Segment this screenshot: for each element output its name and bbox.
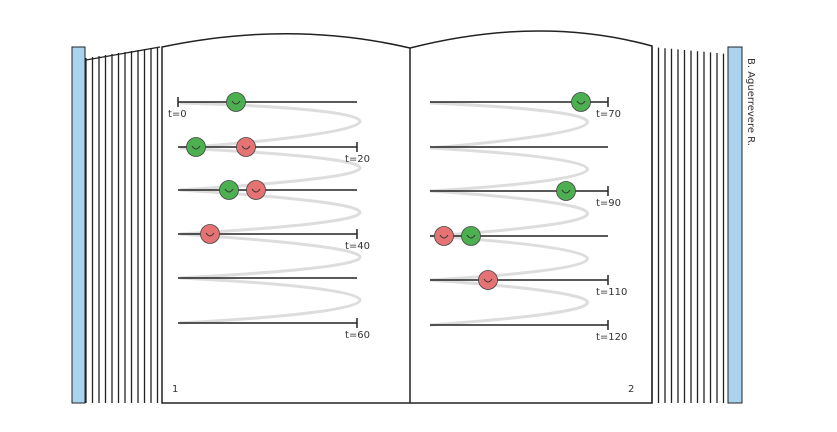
page-edges <box>85 46 725 403</box>
token-face <box>483 278 493 283</box>
red-token <box>200 224 220 244</box>
time-label: t=120 <box>596 332 627 343</box>
green-token <box>556 181 576 201</box>
red-token <box>236 137 256 157</box>
green-token <box>226 92 246 112</box>
time-label: t=40 <box>345 241 370 252</box>
pages-outline <box>161 30 653 404</box>
path-curve <box>179 101 362 325</box>
token-face <box>205 232 215 237</box>
time-label: t=0 <box>168 109 187 120</box>
time-label: t=20 <box>345 154 370 165</box>
page-edge <box>85 46 161 61</box>
token-face <box>561 189 571 194</box>
timelines: t=0 t=20 t=40 t=60 t=70 t=90 t=110 t=120 <box>168 92 627 343</box>
page-number: 1 <box>172 384 178 395</box>
token-face <box>466 234 476 239</box>
author: B. Aguerrevere R. <box>745 58 756 146</box>
token-face <box>224 188 234 193</box>
red-token <box>434 226 454 246</box>
time-label: t=110 <box>596 287 627 298</box>
time-label: t=70 <box>596 109 621 120</box>
red-token <box>478 270 498 290</box>
token-face <box>251 188 261 193</box>
token-face <box>191 145 201 150</box>
time-label: t=90 <box>596 198 621 209</box>
green-token <box>461 226 481 246</box>
token-face <box>576 100 586 105</box>
token-face <box>241 145 251 150</box>
path-curve <box>429 101 589 327</box>
token-face <box>439 234 449 239</box>
red-token <box>246 180 266 200</box>
green-token <box>571 92 591 112</box>
green-token <box>186 137 206 157</box>
left-cover <box>71 46 86 404</box>
green-token <box>219 180 239 200</box>
token-face <box>231 100 241 105</box>
right-cover <box>727 46 743 404</box>
time-label: t=60 <box>345 330 370 341</box>
page-number: 2 <box>628 384 634 395</box>
